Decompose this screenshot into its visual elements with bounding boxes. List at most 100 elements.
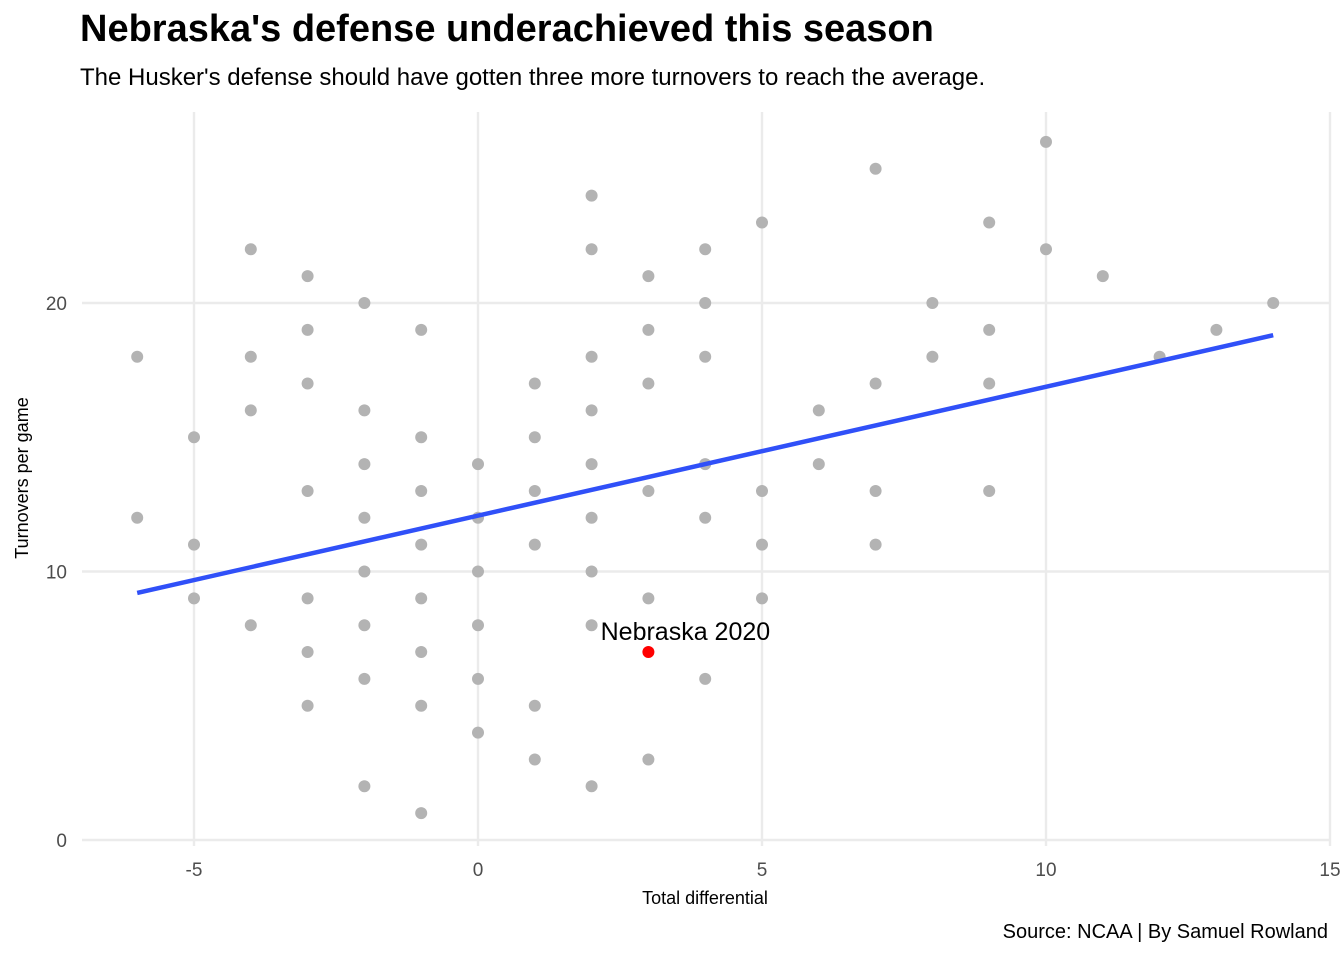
data-point [699, 672, 712, 685]
data-point [869, 162, 882, 175]
data-point [244, 404, 257, 417]
data-point [528, 431, 541, 444]
data-point [642, 484, 655, 497]
data-point [415, 484, 428, 497]
data-point [188, 592, 200, 605]
data-point [699, 297, 712, 309]
data-point [756, 538, 768, 551]
data-point [642, 592, 655, 605]
data-point [585, 189, 598, 202]
data-point [472, 565, 484, 578]
y-axis-title: Turnovers per game [12, 397, 32, 558]
y-tick-label: 20 [46, 294, 67, 315]
data-point [415, 592, 428, 605]
data-point [415, 807, 428, 820]
data-point [472, 672, 484, 685]
data-point [301, 484, 314, 497]
data-point [926, 297, 939, 309]
data-point [756, 484, 768, 497]
data-point [642, 753, 655, 766]
data-point [244, 243, 257, 256]
data-point [869, 538, 882, 551]
data-point [188, 431, 200, 444]
data-point [472, 726, 484, 739]
data-point [1267, 297, 1280, 309]
data-point [528, 484, 541, 497]
data-point [642, 377, 655, 390]
data-point [358, 672, 371, 685]
data-point [358, 404, 371, 417]
chart-title: Nebraska's defense underachieved this se… [80, 8, 934, 50]
data-point [358, 565, 371, 578]
data-point [1040, 243, 1052, 256]
data-point [301, 323, 314, 336]
data-point [244, 619, 257, 632]
data-point [983, 484, 996, 497]
data-point [528, 753, 541, 766]
data-point [585, 243, 598, 256]
data-point [983, 377, 996, 390]
data-point [301, 699, 314, 712]
chart-subtitle: The Husker's defense should have gotten … [80, 64, 986, 91]
data-point [415, 699, 428, 712]
data-point [926, 350, 939, 363]
data-point [1040, 135, 1052, 148]
data-point [812, 458, 825, 471]
x-axis-title: Total differential [642, 888, 768, 908]
y-tick-label: 10 [46, 563, 67, 584]
data-point [585, 404, 598, 417]
data-point [699, 243, 712, 256]
x-tick-label: -5 [186, 860, 203, 881]
data-point [472, 458, 484, 471]
data-point [301, 377, 314, 390]
data-point [869, 484, 882, 497]
data-point [528, 699, 541, 712]
data-point [472, 619, 484, 632]
data-point [1096, 270, 1109, 283]
data-point [415, 538, 428, 551]
data-points [131, 135, 1280, 820]
data-point [585, 780, 598, 793]
data-point [358, 297, 371, 309]
highlight-group: Nebraska 2020 [601, 618, 770, 659]
data-point [301, 646, 314, 659]
data-point [699, 350, 712, 363]
highlight-point [642, 646, 655, 659]
data-point [415, 431, 428, 444]
x-tick-label: 5 [757, 860, 768, 881]
data-point [585, 619, 598, 632]
data-point [642, 270, 655, 283]
x-tick-label: 0 [473, 860, 484, 881]
data-point [358, 511, 371, 524]
data-point [301, 592, 314, 605]
data-point [585, 350, 598, 363]
fit-line [136, 333, 1274, 596]
data-point [983, 323, 996, 336]
data-point [415, 323, 428, 336]
data-point [131, 350, 144, 363]
data-point [585, 511, 598, 524]
data-point [358, 780, 371, 793]
data-point [699, 511, 712, 524]
data-point [415, 646, 428, 659]
data-point [301, 270, 314, 283]
data-point [756, 592, 768, 605]
chart-caption: Source: NCAA | By Samuel Rowland [1002, 921, 1328, 943]
data-point [812, 404, 825, 417]
trend-line [136, 333, 1274, 596]
x-tick-label: 15 [1319, 860, 1340, 881]
data-point [642, 323, 655, 336]
data-point [358, 458, 371, 471]
data-point [585, 458, 598, 471]
data-point [528, 377, 541, 390]
x-tick-label: 10 [1035, 860, 1056, 881]
data-point [244, 350, 257, 363]
data-point [756, 216, 768, 229]
data-point [983, 216, 996, 229]
data-point [131, 511, 144, 524]
data-point [585, 565, 598, 578]
grid-lines [82, 112, 1332, 846]
axis-ticks: -5 0 5 10 15 0 10 20 [46, 294, 1341, 881]
data-point [1210, 323, 1223, 336]
